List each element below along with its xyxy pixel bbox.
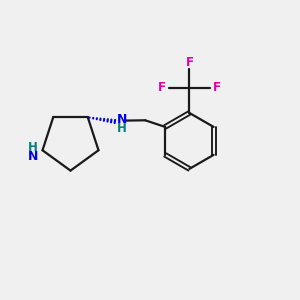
Text: N: N xyxy=(28,150,38,163)
Text: N: N xyxy=(116,113,127,126)
Text: F: F xyxy=(185,56,194,69)
Text: F: F xyxy=(158,81,166,94)
Text: H: H xyxy=(28,141,38,154)
Text: H: H xyxy=(117,122,127,135)
Text: F: F xyxy=(212,81,220,94)
